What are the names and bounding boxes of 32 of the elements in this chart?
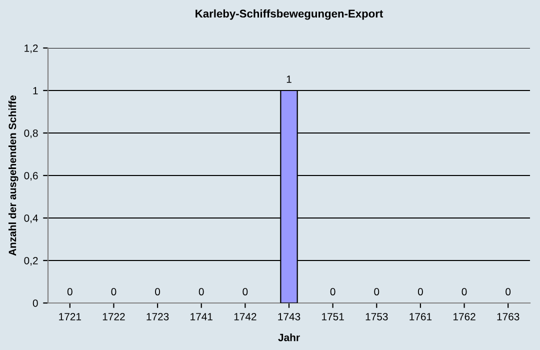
x-tick-label: 1763 [497,312,520,320]
data-label: 0 [67,288,72,296]
x-tick-label: 1722 [102,312,125,320]
x-tick-label: 1721 [59,312,81,320]
y-tick-label: 0,2 [24,257,38,266]
data-label: 0 [111,288,116,296]
data-label: 0 [330,288,336,296]
x-tick-label: 1723 [146,312,169,320]
data-label: 0 [462,288,467,296]
data-label: 0 [506,288,511,296]
data-label: 0 [374,288,380,296]
x-tick-label: 1743 [278,312,300,320]
y-tick-label: 1 [33,87,38,94]
y-tick-label: 0,6 [24,172,38,181]
data-label: 0 [155,288,160,296]
data-label: 0 [198,288,204,296]
chart-title: Karleby-Schiffsbewegungen-Export [196,9,384,20]
x-tick-label: 1751 [322,313,344,320]
x-axis-title: Jahr [278,334,300,342]
data-label: 1 [286,76,292,83]
x-tick-label: 1742 [234,312,256,320]
y-axis-title: Anzahl der ausgehenden Schiffe [8,95,18,256]
data-label: 0 [242,288,248,296]
y-tick-label: 0,4 [24,214,38,224]
y-tick-label: 1,2 [24,44,38,54]
x-tick-label: 1761 [410,312,432,320]
y-tick-label: 0,8 [24,130,38,138]
x-tick-label: 1753 [366,312,388,320]
y-tick-label: 0 [32,300,38,307]
x-tick-label: 1741 [190,313,212,320]
data-label: 0 [418,288,423,296]
x-tick-label: 1762 [453,312,476,320]
